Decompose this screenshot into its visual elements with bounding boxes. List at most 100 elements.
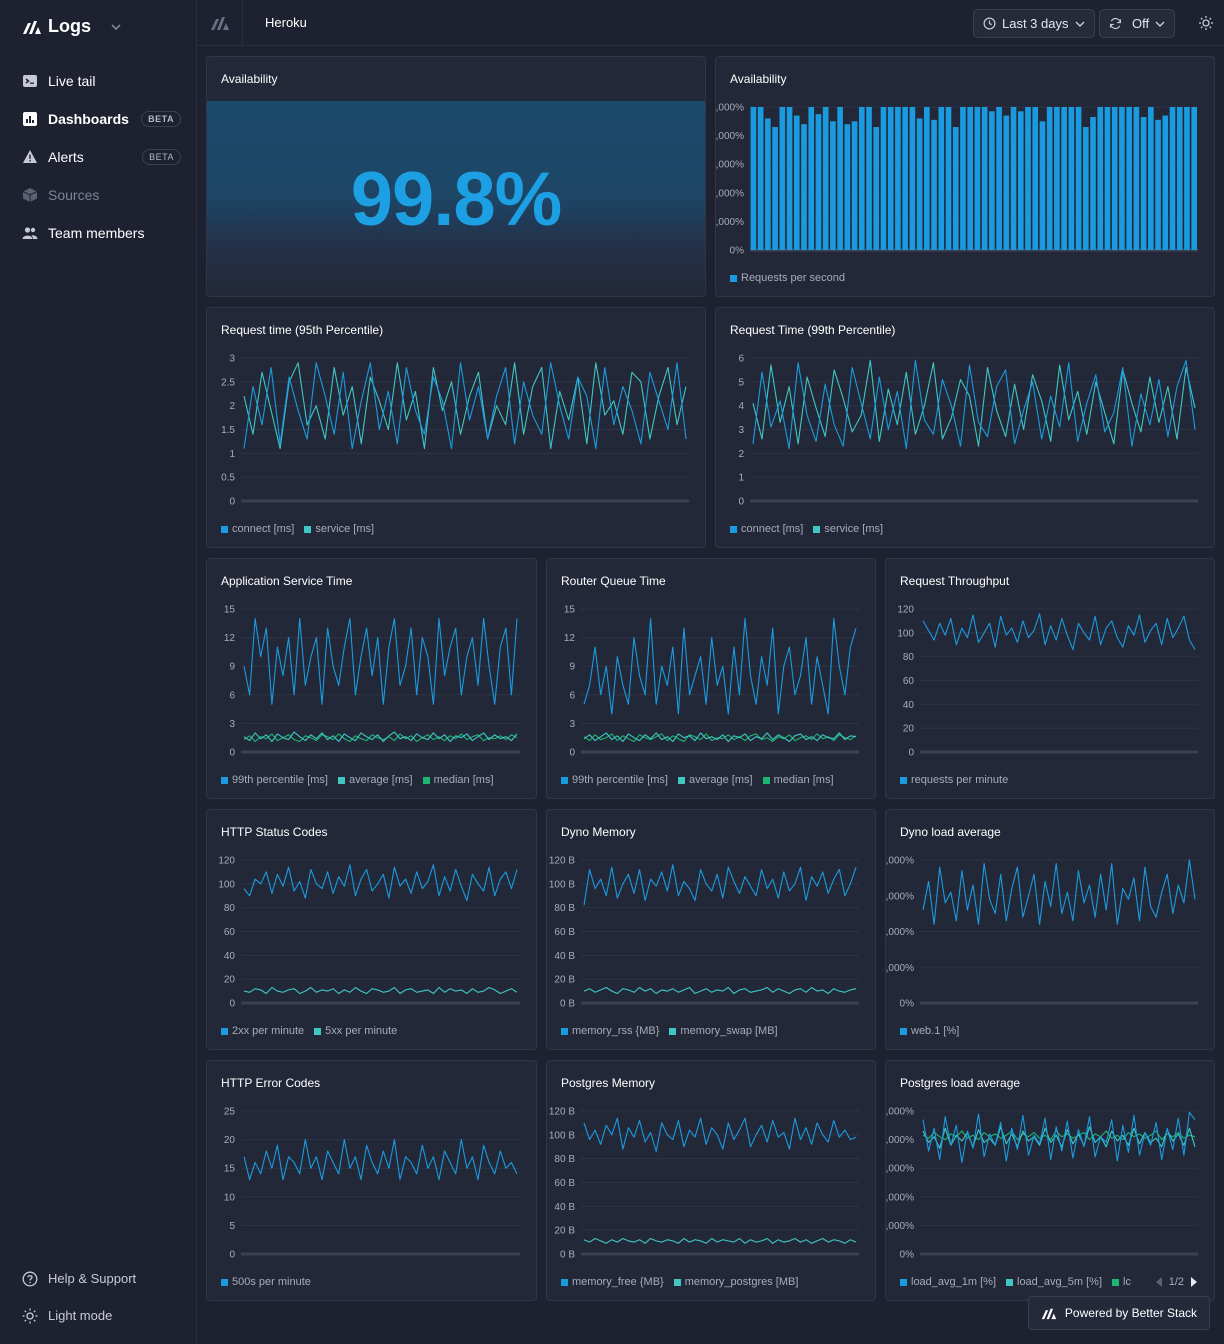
theme-toggle-icon[interactable] xyxy=(1196,13,1216,33)
legend-item[interactable]: lc xyxy=(1112,1276,1131,1288)
router-queue-line-chart: 15 12 9 6 3 0 xyxy=(564,605,859,759)
legend-item[interactable]: memory_rss {MB} xyxy=(561,1025,659,1037)
legend-swatch xyxy=(221,776,228,784)
legend-label: median [ms] xyxy=(773,774,834,786)
legend-item[interactable]: 5xx per minute xyxy=(314,1025,397,1037)
auto-refresh-select[interactable]: Off xyxy=(1099,9,1176,38)
dyno-memory-panel[interactable]: Dyno Memory 120 B 100 B 80 B 60 B 40 B 20 B 0 … xyxy=(546,809,876,1050)
legend-swatch xyxy=(678,776,685,784)
y-tick-label: 10,000% xyxy=(716,103,744,114)
y-tick-label: 3 xyxy=(738,425,744,436)
availability-panel[interactable]: Availability 99.8% xyxy=(206,56,706,297)
legend-item[interactable]: Requests per second xyxy=(730,272,845,284)
legend-item[interactable]: memory_swap [MB] xyxy=(669,1025,778,1037)
help-support-link[interactable]: Help & Support xyxy=(0,1260,197,1297)
dyno-load-average-panel[interactable]: Dyno load average 4,000% 3,000% 2,000% 1,00… xyxy=(885,809,1215,1050)
p99-panel[interactable]: Request Time (99th Percentile) 6 5 4 3 2 1 0 c… xyxy=(715,307,1215,548)
legend-item[interactable]: average [ms] xyxy=(678,774,753,786)
caret-right-icon[interactable] xyxy=(1190,1277,1198,1287)
legend-swatch xyxy=(221,525,228,533)
availability-bar-panel[interactable]: Availability 10,000% 8,000% 6,000% 4,000% 2,… xyxy=(715,56,1215,297)
sidebar-item-alerts[interactable]: Alerts BETA xyxy=(0,138,197,176)
sidebar-item-sources[interactable]: Sources xyxy=(0,176,197,214)
dyno-memory-line-chart: 120 B 100 B 80 B 60 B 40 B 20 B 0 B xyxy=(549,856,859,1010)
request-throughput-panel[interactable]: Request Throughput 120 100 80 60 40 20 0 reque… xyxy=(885,558,1215,799)
legend-item[interactable]: connect [ms] xyxy=(730,523,803,535)
bar xyxy=(916,118,923,250)
legend-item[interactable]: memory_free {MB} xyxy=(561,1276,664,1288)
bar xyxy=(1133,107,1140,250)
legend-item[interactable]: memory_postgres [MB] xyxy=(673,1276,798,1288)
y-tick-label: 100 B xyxy=(549,879,575,890)
postgres-memory-panel[interactable]: Postgres Memory 120 B 100 B 80 B 60 B 40 B 20… xyxy=(546,1060,876,1301)
http-status-codes-panel[interactable]: HTTP Status Codes 120 100 80 60 40 20 0 2xx pe… xyxy=(206,809,537,1050)
bar xyxy=(1090,117,1096,250)
p95-panel[interactable]: Request time (95th Percentile) 3 2.5 2 1.5 1… xyxy=(206,307,706,548)
sidebar-item-label: Team members xyxy=(48,225,145,241)
sidebar: Logs Live tail Dashboards BETA Alerts BE… xyxy=(0,0,197,1344)
caret-left-icon[interactable] xyxy=(1155,1277,1163,1287)
app-service-time-panel[interactable]: Application Service Time 15 12 9 6 3 0 99th p… xyxy=(206,558,537,799)
app-switcher[interactable]: Logs xyxy=(22,16,121,37)
bar xyxy=(1119,107,1125,250)
y-tick-label: 1.5 xyxy=(221,425,235,436)
legend-swatch xyxy=(669,1027,677,1035)
powered-by-badge[interactable]: Powered by Better Stack xyxy=(1027,1296,1210,1330)
y-tick-label: 2 xyxy=(738,449,744,460)
legend-item[interactable]: web.1 [%] xyxy=(900,1025,959,1037)
legend-item[interactable]: service [ms] xyxy=(304,523,374,535)
legend-item[interactable]: 99th percentile [ms] xyxy=(561,774,668,786)
sidebar-item-team-members[interactable]: Team members xyxy=(0,214,197,252)
y-tick-label: 60 B xyxy=(554,927,575,938)
router-queue-time-panel[interactable]: Router Queue Time 15 12 9 6 3 0 99th percenti… xyxy=(546,558,876,799)
bar xyxy=(1140,117,1147,250)
better-stack-logo-icon xyxy=(210,17,229,30)
postgres-load-average-panel[interactable]: Postgres load average 10,000% 8,000% 6,000… xyxy=(885,1060,1215,1301)
legend-item[interactable]: 2xx per minute xyxy=(221,1025,304,1037)
legend-item[interactable]: connect [ms] xyxy=(221,523,294,535)
auto-refresh-label: Off xyxy=(1132,16,1150,31)
bar xyxy=(1176,107,1183,250)
bar xyxy=(851,121,858,250)
sidebar-item-label: Help & Support xyxy=(48,1271,137,1286)
bar xyxy=(924,107,930,250)
http-error-codes-panel[interactable]: HTTP Error Codes 25 20 15 10 5 0 500s per min… xyxy=(206,1060,537,1301)
y-tick-label: 40 B xyxy=(554,1202,575,1213)
bar xyxy=(952,127,959,250)
panel-title: Router Queue Time xyxy=(561,574,666,588)
availability-value: 99.8% xyxy=(350,156,562,242)
sidebar-item-dashboards[interactable]: Dashboards BETA xyxy=(0,100,197,138)
y-tick-label: 0 B xyxy=(560,1250,575,1261)
bar xyxy=(1082,127,1089,250)
legend-item[interactable]: average [ms] xyxy=(338,774,413,786)
series-line xyxy=(922,1111,1196,1164)
legend-item[interactable]: service [ms] xyxy=(813,523,883,535)
legend-label: average [ms] xyxy=(349,774,413,786)
chevron-down-icon[interactable] xyxy=(111,23,121,30)
legend-label: service [ms] xyxy=(824,523,884,535)
legend-item[interactable]: requests per minute xyxy=(900,774,1008,786)
y-tick-label: 100 xyxy=(218,879,235,890)
series-line xyxy=(583,617,857,715)
legend-item[interactable]: load_avg_5m [%] xyxy=(1006,1276,1102,1288)
legend-item[interactable]: load_avg_1m [%] xyxy=(900,1276,996,1288)
light-mode-toggle[interactable]: Light mode xyxy=(0,1297,197,1334)
bar xyxy=(815,114,822,251)
bar xyxy=(822,107,829,250)
legend-item[interactable]: 500s per minute xyxy=(221,1276,311,1288)
y-tick-label: 0.5 xyxy=(221,473,235,484)
legend-swatch xyxy=(561,1027,568,1035)
legend-item[interactable]: median [ms] xyxy=(422,774,494,786)
panel-title: Availability xyxy=(221,72,278,86)
powered-by-label: Powered by Better Stack xyxy=(1064,1306,1197,1320)
legend-item[interactable]: 99th percentile [ms] xyxy=(221,774,328,786)
bar xyxy=(1025,107,1031,250)
y-tick-label: 60 xyxy=(224,927,236,938)
series-line xyxy=(583,864,857,906)
y-tick-label: 4 xyxy=(738,401,744,412)
sidebar-nav: Live tail Dashboards BETA Alerts BETA So… xyxy=(0,62,197,252)
time-range-select[interactable]: Last 3 days xyxy=(973,9,1095,38)
sidebar-item-live-tail[interactable]: Live tail xyxy=(0,62,197,100)
legend-label: lc xyxy=(1123,1276,1131,1288)
legend-item[interactable]: median [ms] xyxy=(762,774,834,786)
